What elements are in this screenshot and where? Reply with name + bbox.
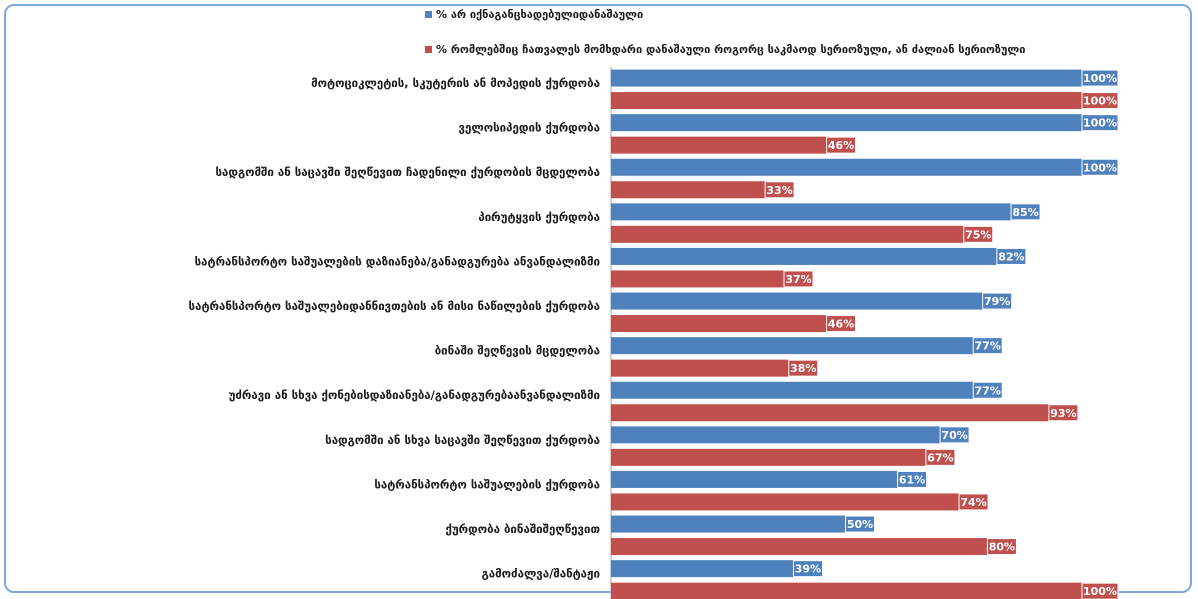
bar-not-reported <box>611 560 796 578</box>
bar-serious <box>611 92 1084 110</box>
data-label-box <box>1081 92 1119 110</box>
bar-serious <box>611 538 990 556</box>
data-label: 38% <box>790 362 816 375</box>
legend-label-not-reported: % არ იქნაგანცხადებულიდანაშაული <box>436 8 643 21</box>
data-label-box <box>783 270 814 288</box>
data-label-box <box>972 337 1003 355</box>
data-label-box <box>845 515 875 533</box>
bar-serious <box>611 493 962 511</box>
legend: % არ იქნაგანცხადებულიდანაშაული % რომლებშ… <box>425 8 1025 56</box>
category-label: სადგომში ან სხვა საცავში შეღწევით ქურდობ… <box>325 433 600 447</box>
data-label: 80% <box>989 541 1015 554</box>
data-label-box <box>972 381 1003 399</box>
data-label: 93% <box>1050 407 1076 420</box>
data-label-box <box>939 426 970 444</box>
bar-not-reported <box>611 337 976 355</box>
data-label: 74% <box>960 496 986 509</box>
category-label: უძრავი ან სხვა ქონებისდაზიანება/განადგურ… <box>229 388 600 402</box>
bar-not-reported <box>611 158 1084 176</box>
bar-serious <box>611 359 791 377</box>
data-label: 46% <box>828 139 854 152</box>
bar-serious <box>611 270 787 288</box>
data-label: 100% <box>1083 585 1117 598</box>
category-label: ბინაში შეღწევის მცდელობა <box>435 344 600 358</box>
data-label: 70% <box>941 429 967 442</box>
bar-not-reported <box>611 69 1084 87</box>
data-label: 77% <box>975 340 1001 353</box>
data-label-box <box>963 225 994 243</box>
data-label-box <box>982 292 1013 310</box>
data-label-box <box>986 538 1017 556</box>
data-label-box <box>826 136 857 154</box>
data-label: 46% <box>828 318 854 331</box>
data-label-box <box>1081 69 1119 87</box>
bar-serious <box>611 225 966 243</box>
data-label: 100% <box>1083 161 1117 174</box>
data-label: 39% <box>795 563 821 576</box>
category-axis: მოტოციკლეტის, სკუტერის ან მოპედის ქურდობ… <box>189 67 612 599</box>
data-label-box <box>1081 158 1119 176</box>
bar-serious <box>611 404 1051 422</box>
legend-label-serious: % რომლებშიც ჩათვალეს მომხდარი დანაშაული … <box>436 43 1025 56</box>
category-label: პირუტყვის ქურდობა <box>478 210 600 224</box>
category-label: ველოსიპედის ქურდობა <box>459 121 600 135</box>
category-label: ქურდობა ბინაშიშეღწევით <box>445 522 600 536</box>
data-label-box <box>764 181 795 199</box>
data-label-box <box>925 448 956 466</box>
category-label: სატრანსპორტო საშუალების დაზიანება/განადგ… <box>195 254 600 268</box>
data-label: 79% <box>984 295 1010 308</box>
bar-serious <box>611 315 829 333</box>
data-label: 82% <box>998 250 1024 263</box>
data-label: 100% <box>1083 72 1117 85</box>
data-label: 100% <box>1083 95 1117 108</box>
data-label-box <box>1010 203 1041 221</box>
category-label: სადგომში ან საცავში შეღწევით ჩადენილი ქუ… <box>215 165 600 179</box>
category-label: მოტოციკლეტის, სკუტერის ან მოპედის ქურდობ… <box>311 76 600 90</box>
bar-not-reported <box>611 247 999 265</box>
legend-swatch-serious <box>425 46 432 53</box>
bar-not-reported <box>611 426 943 444</box>
data-label: 33% <box>766 184 792 197</box>
data-label: 37% <box>785 273 811 286</box>
data-label: 61% <box>899 473 925 486</box>
bar-serious <box>611 448 928 466</box>
bar-serious <box>611 181 768 199</box>
category-label: გამოძალვა/შანტაჟი <box>482 567 600 581</box>
bar-not-reported <box>611 292 985 310</box>
data-label: 100% <box>1083 117 1117 130</box>
bar-not-reported <box>611 515 848 533</box>
data-label-box <box>958 493 989 511</box>
bar-not-reported <box>611 381 976 399</box>
category-label: სატრანსპორტო საშუალების ქურდობა <box>374 477 600 491</box>
bar-serious <box>611 582 1084 599</box>
data-label: 75% <box>965 228 991 241</box>
data-label-box <box>1081 114 1119 132</box>
data-label-box <box>897 470 928 488</box>
legend-swatch-not-reported <box>425 11 432 18</box>
bar-not-reported <box>611 114 1084 132</box>
data-label-box <box>1048 404 1079 422</box>
data-label: 67% <box>927 451 953 464</box>
bar-not-reported <box>611 203 1014 221</box>
data-label-box <box>996 247 1027 265</box>
category-label: სატრანსპორტო საშუალებიდანნივთების ან მის… <box>189 299 600 313</box>
data-label-box <box>1081 582 1119 599</box>
data-label: 50% <box>847 518 873 531</box>
bars: 100% 100% 100% 46% 100% 33% 85% 75% 82% 37% 79% 46%… <box>611 69 1119 599</box>
data-label-box <box>792 560 823 578</box>
data-label-box <box>788 359 819 377</box>
data-label: 85% <box>1012 206 1038 219</box>
data-label-box <box>826 315 857 333</box>
bar-not-reported <box>611 470 900 488</box>
data-label: 77% <box>975 384 1001 397</box>
bar-serious <box>611 136 829 154</box>
